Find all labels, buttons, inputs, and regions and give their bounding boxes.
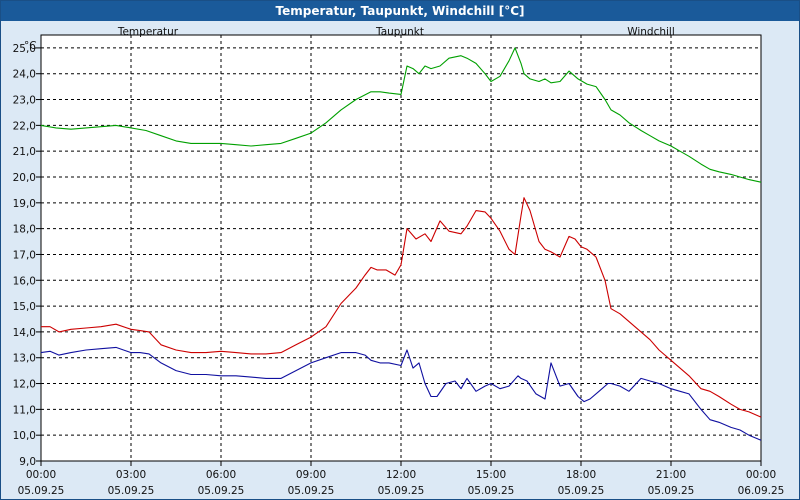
y-tick-label: 15,0 xyxy=(13,301,36,313)
x-tick-date: 05.09.25 xyxy=(378,485,425,497)
x-tick-date: 05.09.25 xyxy=(198,485,245,497)
y-tick-label: 16,0 xyxy=(13,275,36,287)
series-layer xyxy=(40,47,762,441)
y-tick-label: 14,0 xyxy=(13,327,36,339)
y-tick-label: 22,0 xyxy=(13,120,36,132)
x-tick-time: 21:00 xyxy=(656,469,686,481)
y-tick-label: 12,0 xyxy=(13,379,36,391)
y-tick-label: 11,0 xyxy=(13,404,36,416)
x-tick-time: 03:00 xyxy=(116,469,146,481)
x-tick-date: 05.09.25 xyxy=(558,485,605,497)
x-tick-date: 05.09.25 xyxy=(288,485,335,497)
series-line-windchill xyxy=(40,47,762,183)
series-line-temperatur xyxy=(41,197,762,418)
legend-temperatur: Temperatur xyxy=(117,26,179,38)
y-tick-label: 25,0 xyxy=(13,43,36,55)
x-tick-date: 05.09.25 xyxy=(18,485,65,497)
x-tick-date: 05.09.25 xyxy=(468,485,515,497)
x-tick-time: 12:00 xyxy=(386,469,416,481)
x-tick-time: 06:00 xyxy=(206,469,236,481)
x-tick-date: 05.09.25 xyxy=(648,485,695,497)
y-tick-label: 9,0 xyxy=(19,456,36,468)
y-axis: 9,0 10,0 11,0 12,0 13,0 14,0 15,0 16,0 17,0 18,0 1… xyxy=(13,43,41,468)
chart-title: Temperatur, Taupunkt, Windchill [°C] xyxy=(1,1,799,21)
y-tick-label: 10,0 xyxy=(13,430,36,442)
y-tick-label: 18,0 xyxy=(13,224,36,236)
x-tick-date: 06.09.25 xyxy=(738,485,785,497)
y-tick-label: 17,0 xyxy=(13,249,36,261)
y-tick-label: 19,0 xyxy=(13,198,36,210)
y-axis-unit: °C xyxy=(24,40,37,52)
series-line-taupunkt xyxy=(40,346,762,441)
legend-windchill: Windchill xyxy=(627,26,675,38)
x-tick-time: 18:00 xyxy=(566,469,596,481)
y-tick-label: 21,0 xyxy=(13,146,36,158)
y-tick-label: 20,0 xyxy=(13,172,36,184)
x-tick-date: 05.09.25 xyxy=(108,485,155,497)
x-tick-time: 00:00 xyxy=(746,469,776,481)
x-tick-time: 15:00 xyxy=(476,469,506,481)
y-tick-label: 13,0 xyxy=(13,353,36,365)
y-tick-label: 23,0 xyxy=(13,95,36,107)
grid-lines xyxy=(41,35,761,461)
legend-taupunkt: Taupunkt xyxy=(375,26,424,38)
x-tick-time: 00:00 xyxy=(26,469,56,481)
x-axis: 00:00 05.09.25 03:00 05.09.25 06:00 05.09.25 0… xyxy=(18,461,785,497)
y-tick-label: 24,0 xyxy=(13,69,36,81)
x-tick-time: 09:00 xyxy=(296,469,326,481)
